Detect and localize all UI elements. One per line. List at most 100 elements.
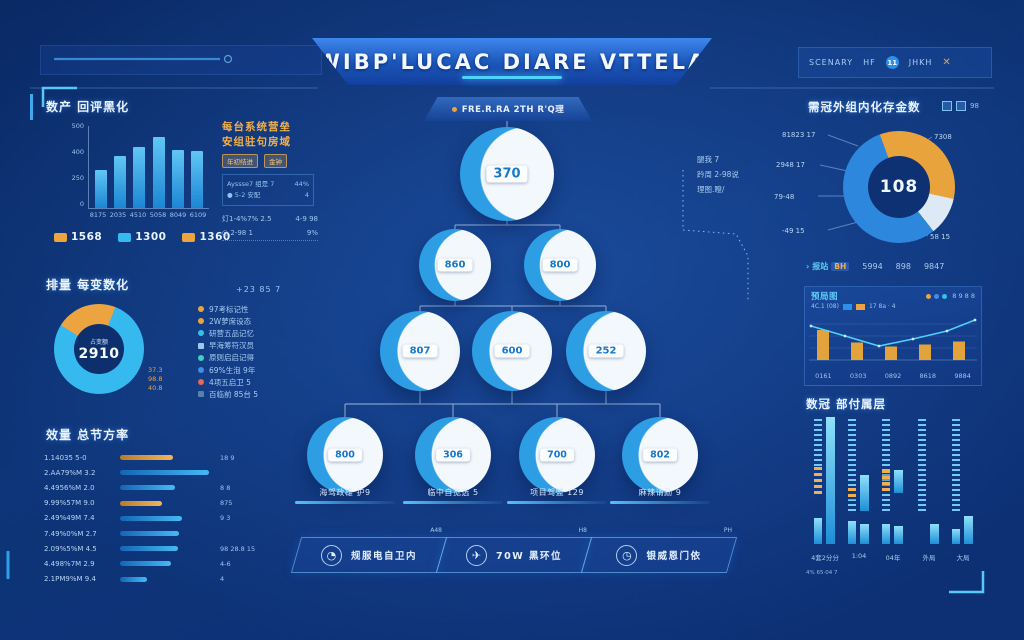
pyramid-node[interactable]: 802: [622, 417, 698, 493]
x-axis-label: 8049: [169, 211, 187, 219]
stack-column: [826, 417, 835, 544]
bar: [152, 137, 165, 208]
legend-item[interactable]: 4项五启卫 5: [198, 376, 258, 388]
hbar-value: 18 9: [220, 453, 235, 462]
legend-item[interactable]: 原则启启记得: [198, 352, 258, 364]
combo-title: 预局图: [811, 292, 839, 302]
legend-dot-icon: [926, 293, 932, 299]
hbar: [120, 546, 178, 552]
node-caption: 项目驾盟 129: [530, 488, 584, 497]
action-button[interactable]: ◷ 银威恩门依 PH: [580, 527, 738, 573]
button-tag: A48: [430, 527, 442, 534]
grid-icon[interactable]: [942, 101, 952, 111]
legend-label: 研营五品记忆: [209, 328, 254, 338]
action-button[interactable]: ✈ 70W 黑环位 H8: [435, 527, 593, 573]
left-hbars-title: 效量 总节方率: [46, 428, 130, 442]
stat-row-text: Ayssse7 组是 7: [227, 180, 275, 188]
stacks-title: 数冠 部付属层: [806, 397, 887, 411]
combo-sub-left: 4C.1 (08): [811, 303, 839, 310]
stack-stub: [952, 528, 960, 544]
toolbar-item-2[interactable]: HF: [863, 58, 876, 67]
footnote: 40.8: [148, 384, 163, 392]
hbar-row: 2.1PM9%M 9.4 4: [44, 572, 256, 587]
stack-group: 4套2分分: [811, 416, 839, 562]
hbar-value: 4-6: [220, 559, 231, 568]
stat-row-value: 4: [304, 191, 309, 199]
bar: [171, 149, 184, 208]
y-axis: 500 400 250 0: [58, 122, 84, 208]
stack-stub: [964, 515, 973, 544]
legend-item[interactable]: 研营五品记忆: [198, 327, 258, 339]
stack-group: 1:04: [846, 416, 872, 560]
stat-icon: [182, 232, 196, 242]
footnote: 37.3: [148, 366, 163, 374]
node-caption: 临中自宽选 5: [427, 488, 479, 497]
banner-dot-icon: [451, 106, 457, 112]
hbar-value: 4: [220, 575, 225, 584]
hbar-row: 7.49%0%M 2.7: [44, 526, 256, 541]
node-value: 306: [436, 448, 470, 462]
grid-icon[interactable]: [956, 101, 966, 111]
annotation-block: 腿我 7 趻周 2-98说 理图.瞪/: [697, 152, 739, 197]
x-axis-label: 0303: [849, 372, 867, 380]
x-axis-label: 0892: [884, 372, 902, 380]
stat-badge: 1300: [118, 231, 166, 243]
pyramid-node[interactable]: 800: [524, 229, 596, 301]
tab-item[interactable]: › 报站 BH: [806, 261, 850, 272]
hbar: [120, 455, 173, 461]
tab-item[interactable]: 5994: [862, 262, 882, 271]
tab-badge: BH: [831, 261, 850, 271]
tag-chip[interactable]: 金钟: [264, 154, 287, 168]
legend-item[interactable]: 2W萝席设态: [198, 315, 258, 327]
pyramid-node[interactable]: 807: [380, 311, 460, 391]
hbar-track: [120, 455, 216, 461]
pyramid-node[interactable]: 306: [415, 417, 491, 493]
top-slider-panel[interactable]: [40, 45, 322, 75]
legend-dot-icon: [198, 379, 204, 386]
combo-legend: 8 9 8 8: [926, 292, 975, 300]
pyramid-node[interactable]: 700: [519, 417, 595, 493]
node-caption: 麻辣请励 9: [638, 488, 682, 497]
hbar-value: 875: [220, 499, 233, 508]
bar: [94, 170, 107, 208]
footnote: 98.8: [148, 375, 163, 383]
legend-item[interactable]: 69%生泡 9年: [198, 364, 258, 376]
hbar-value: 9 3: [220, 514, 231, 523]
user-badge-icon[interactable]: 11: [885, 56, 899, 69]
tag-chip[interactable]: 年初结进: [222, 154, 258, 168]
pyramid-node[interactable]: 860: [419, 229, 491, 301]
hbar-row: 2.49%49M 7.4 9 3: [44, 511, 256, 526]
button-label: 银威恩门依: [646, 551, 702, 562]
tab-item[interactable]: 898: [896, 262, 911, 271]
legend-item[interactable]: 百临前 85台 5: [198, 388, 258, 400]
legend-item[interactable]: 早海筹符汉员: [198, 340, 258, 352]
donut-center-value: 2910: [78, 345, 120, 362]
gauge-icon: ◔: [320, 544, 342, 566]
x-axis: 8175 2035 4510 5058 8049 6109: [88, 211, 208, 219]
legend-label: 69%生泡 9年: [209, 365, 256, 375]
hbar: [120, 561, 171, 567]
stat-badge: 1568: [54, 231, 102, 243]
action-button[interactable]: ◔ 规服电自卫内 A48: [290, 527, 448, 573]
pyramid-node[interactable]: 800: [307, 417, 383, 493]
toolbar-item-1[interactable]: SCENARY: [809, 58, 854, 67]
annotation-line: 趻周 2-98说: [697, 170, 739, 179]
combo-x-axis: 0161 0303 0892 8618 9884: [806, 372, 980, 380]
mid-heading-1: 每台系统营垒: [222, 121, 291, 133]
toolbar-item-3[interactable]: JHKH: [908, 58, 933, 67]
stack-stub: [882, 523, 890, 544]
button-tag: PH: [723, 527, 732, 534]
legend-label: 97考标记性: [209, 304, 249, 314]
pyramid-node[interactable]: 252: [566, 311, 646, 391]
annotation-line: 腿我 7: [697, 155, 720, 164]
pyramid-node[interactable]: 600: [472, 311, 552, 391]
legend-item[interactable]: 97考标记性: [198, 303, 258, 315]
pyramid-node[interactable]: 370: [460, 127, 554, 221]
tab-label: 报站: [812, 261, 829, 271]
expand-icon[interactable]: ✕: [942, 57, 951, 68]
y-axis-tick: 0: [79, 200, 84, 208]
legend-dot-icon: [198, 318, 204, 325]
hbar-value: 98 28.8 15: [220, 544, 256, 553]
tab-item[interactable]: 9847: [924, 262, 944, 271]
